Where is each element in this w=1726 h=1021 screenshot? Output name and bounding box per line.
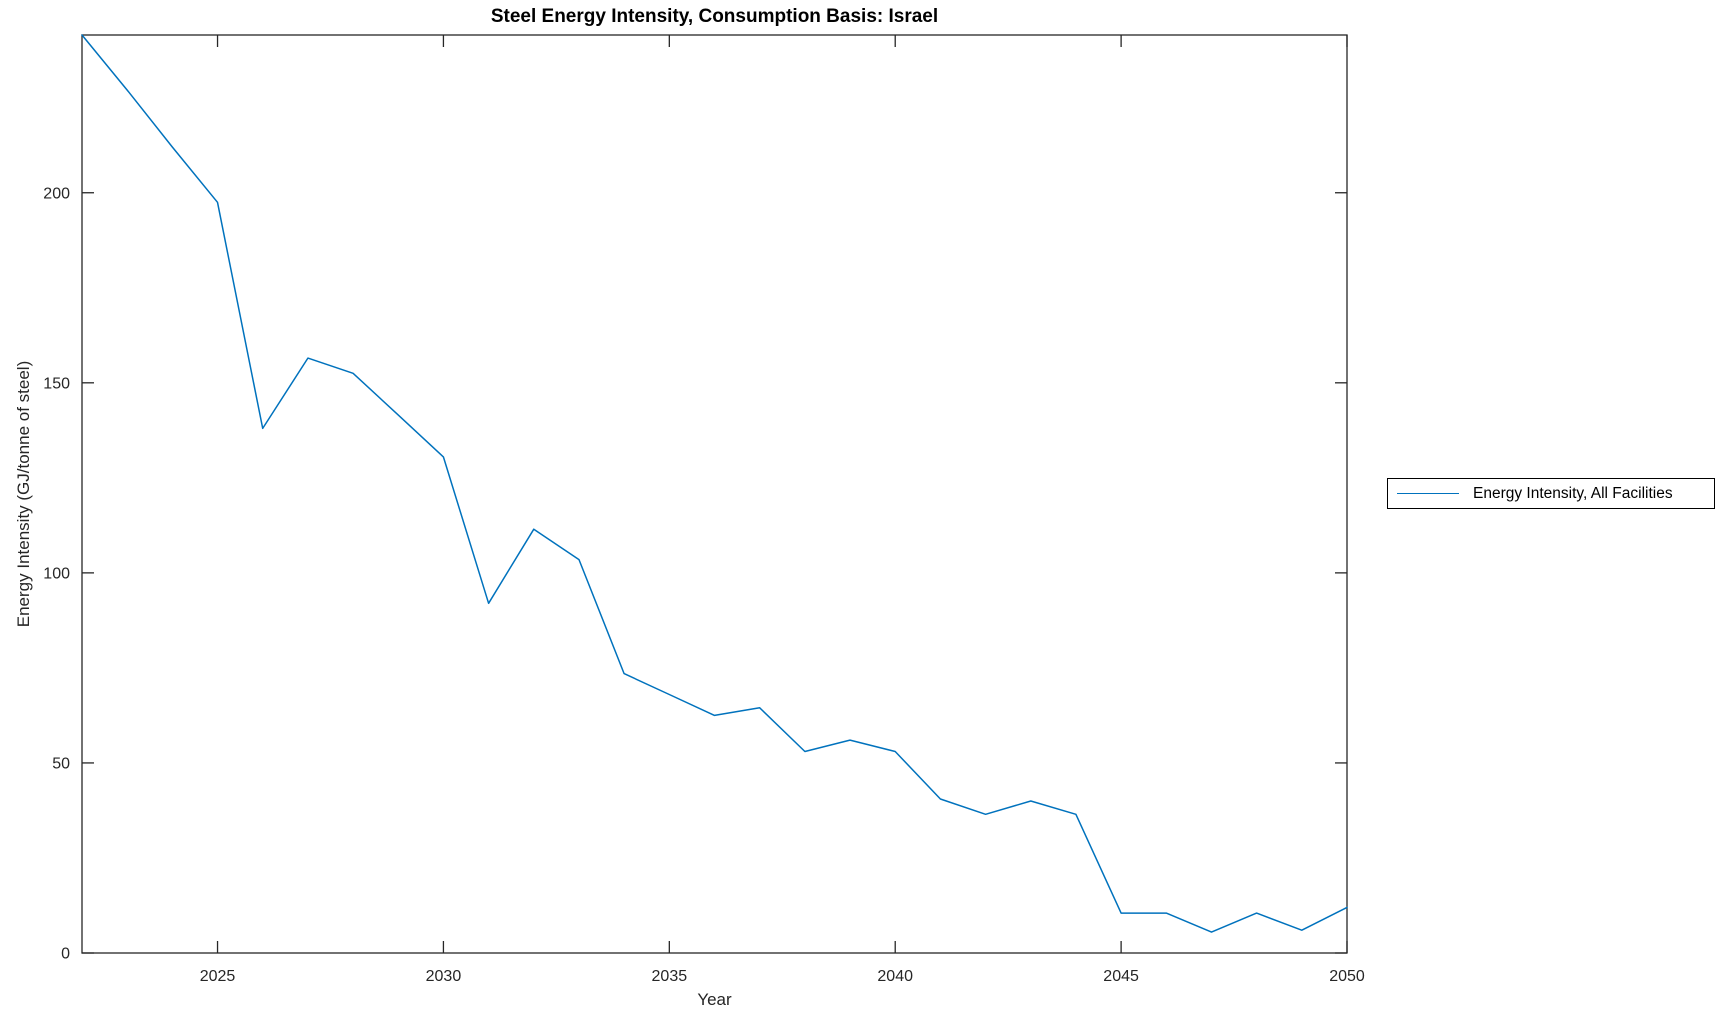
x-tick-label: 2025: [200, 968, 236, 985]
x-tick-label: 2040: [877, 968, 913, 985]
y-tick-label: 150: [43, 375, 70, 392]
x-tick-label: 2030: [426, 968, 462, 985]
x-tick-label: 2045: [1103, 968, 1139, 985]
axes-box: [81, 34, 1348, 954]
y-tick-label: 50: [52, 755, 70, 772]
y-tick-label: 200: [43, 185, 70, 202]
series-line: [81, 34, 1348, 933]
legend-label: Energy Intensity, All Facilities: [1473, 484, 1673, 502]
y-axis-label-text: Energy Intensity (GJ/tonne of steel): [14, 360, 33, 628]
legend: Energy Intensity, All Facilities: [1387, 478, 1715, 509]
x-axis-label: Year: [697, 990, 732, 1009]
x-tick-label: 2050: [1329, 968, 1365, 985]
y-tick-label: 0: [61, 946, 70, 963]
chart-title: Steel Energy Intensity, Consumption Basi…: [490, 6, 939, 27]
x-tick-label: 2035: [652, 968, 688, 985]
y-tick-label: 100: [43, 565, 70, 582]
legend-line-sample: [1397, 493, 1459, 494]
